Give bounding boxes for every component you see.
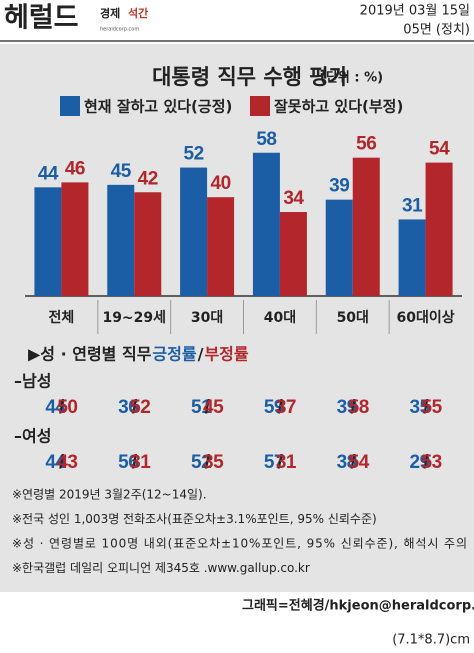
negative-rate: 52 <box>130 397 150 418</box>
bar <box>252 152 280 296</box>
positive-rate: 36 <box>118 397 138 418</box>
bar <box>325 199 353 296</box>
value-label: 56 <box>356 134 376 155</box>
x-tick-label: 19~29세 <box>102 310 166 326</box>
value-label: 52 <box>184 144 204 165</box>
edition: 석간 <box>128 6 148 20</box>
bar <box>398 219 426 296</box>
bar <box>180 167 208 296</box>
credit: 그래픽=전혜경/hkjeon@heraldcorp.com <box>242 598 474 614</box>
site: heraldcorp.com <box>100 27 139 33</box>
negative-rate: 43 <box>57 452 77 473</box>
note: ※연령별 2019년 3월2주(12~14일). <box>12 488 207 502</box>
panel <box>0 44 474 592</box>
negative-rate: 31 <box>276 452 297 473</box>
legend-label: 잘못하고 있다(부정) <box>274 98 403 116</box>
separator: / <box>423 452 429 473</box>
positive-rate: 29 <box>410 452 430 473</box>
section-heading: 부정률 <box>204 345 248 364</box>
row-label: –여성 <box>14 427 51 446</box>
legend-swatch <box>250 96 270 116</box>
separator: / <box>59 397 65 418</box>
separator: / <box>205 452 211 473</box>
legend-swatch <box>60 96 80 116</box>
positive-rate: 56 <box>118 452 138 473</box>
page-number: 05면 (정치) <box>403 23 470 38</box>
separator: / <box>132 397 138 418</box>
separator: / <box>278 397 284 418</box>
value-label: 54 <box>429 139 450 160</box>
x-tick-label: 50대 <box>337 310 369 326</box>
x-tick-label: 30대 <box>191 310 223 326</box>
edition: 경제 <box>100 6 120 20</box>
bar <box>425 162 453 296</box>
separator: / <box>132 452 138 473</box>
note: ※전국 성인 1,003명 전화조사(표준오차±3.1%포인트, 95% 신뢰수… <box>12 512 377 526</box>
separator: / <box>350 397 356 418</box>
value-label: 42 <box>138 168 158 189</box>
separator: / <box>350 452 356 473</box>
value-label: 45 <box>111 161 132 182</box>
negative-rate: 55 <box>422 397 443 418</box>
value-label: 40 <box>211 173 231 194</box>
value-label: 46 <box>65 158 85 179</box>
positive-rate: 51 <box>191 397 212 418</box>
positive-rate: 35 <box>410 397 431 418</box>
bar <box>61 182 89 296</box>
negative-rate: 54 <box>349 452 370 473</box>
bar <box>107 184 135 296</box>
bar <box>134 192 162 296</box>
positive-rate: 38 <box>337 452 357 473</box>
section-heading: ▶성 · 연령별 직무 <box>28 345 152 364</box>
positive-rate: 44 <box>45 452 66 473</box>
separator: / <box>205 397 211 418</box>
value-label: 44 <box>38 163 59 184</box>
negative-rate: 58 <box>349 397 369 418</box>
legend-label: 현재 잘하고 있다(긍정) <box>84 98 232 116</box>
x-tick-label: 60대이상 <box>397 309 455 326</box>
row-label: –남성 <box>14 372 51 391</box>
value-label: 39 <box>329 176 349 197</box>
date: 2019년 03월 15일 <box>360 4 470 19</box>
value-label: 58 <box>256 129 276 150</box>
negative-rate: 45 <box>203 397 224 418</box>
note: ※한국갤럽 데일리 오피니언 제345호 .www.gallup.co.kr <box>12 561 310 575</box>
positive-rate: 57 <box>264 452 284 473</box>
section-heading: 긍정률 <box>152 345 196 364</box>
negative-rate: 53 <box>422 452 442 473</box>
negative-rate: 37 <box>276 397 296 418</box>
bar <box>279 212 307 296</box>
separator: / <box>59 452 65 473</box>
negative-rate: 50 <box>57 397 77 418</box>
size-note: (7.1*8.7)cm <box>392 633 470 648</box>
separator: / <box>423 397 429 418</box>
note: ※성 · 연령별로 100명 내외(표준오차±10%포인트, 95% 신뢰수준)… <box>12 537 467 551</box>
negative-rate: 31 <box>130 452 151 473</box>
bar <box>34 187 62 296</box>
positive-rate: 44 <box>45 397 66 418</box>
negative-rate: 35 <box>203 452 224 473</box>
value-label: 34 <box>283 188 304 209</box>
separator: / <box>278 452 284 473</box>
section-heading: / <box>198 345 204 364</box>
bar <box>207 197 235 296</box>
chart-title: 대통령 직무 수행 평가 <box>152 65 348 89</box>
x-tick-label: 전체 <box>49 309 75 326</box>
positive-rate: 52 <box>191 452 211 473</box>
logo: 헤럴드 <box>4 3 79 34</box>
x-tick-label: 40대 <box>264 310 296 326</box>
positive-rate: 59 <box>264 397 284 418</box>
bar <box>352 157 380 296</box>
positive-rate: 39 <box>337 397 357 418</box>
value-label: 31 <box>402 195 423 216</box>
unit: (단위 : %) <box>320 70 383 86</box>
